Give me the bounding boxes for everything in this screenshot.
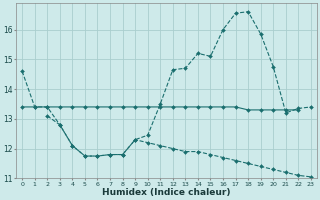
X-axis label: Humidex (Indice chaleur): Humidex (Indice chaleur): [102, 188, 231, 197]
